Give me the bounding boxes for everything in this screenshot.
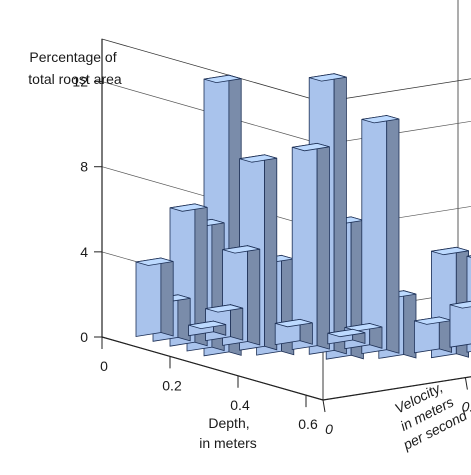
x-axis-title-line-2: in meters — [199, 435, 257, 451]
bar-15 — [291, 142, 330, 350]
bar-top-face — [188, 320, 226, 330]
bar-6 — [413, 316, 453, 354]
x-tick-label-0: 0 — [100, 358, 108, 374]
z-axis-title-line-2: total roost area — [28, 71, 122, 87]
bar-top-face — [361, 115, 400, 124]
z-tick-label-3: 12 — [72, 74, 88, 90]
z-tick-label-2: 8 — [80, 159, 88, 175]
z-tick-label-0: 0 — [80, 329, 88, 345]
bar-28 — [135, 257, 174, 337]
bar-27 — [188, 320, 227, 337]
bar-front-face — [449, 300, 471, 348]
bar-side-face — [264, 154, 278, 351]
z-axis-title-line-1: Percentage of — [29, 49, 116, 65]
bar-top-face — [292, 142, 330, 152]
bar-top-face — [309, 73, 347, 82]
bar-top-face — [466, 255, 471, 258]
bar-top-face — [239, 154, 277, 163]
bar-side-face — [247, 245, 261, 346]
depth-axis-line — [101, 336, 324, 401]
bar-top-face — [275, 318, 313, 328]
y-tick-label-1: 0.4 — [462, 399, 471, 415]
bar-front-face — [361, 115, 388, 355]
bar-21 — [274, 318, 313, 346]
bar-top-face — [222, 245, 260, 254]
bar-side-face — [316, 142, 330, 350]
z-gridline-2 — [101, 166, 471, 231]
bar-top-face — [205, 304, 243, 313]
z-gridline-3 — [101, 81, 471, 145]
right-wall — [457, 0, 471, 286]
bar-top-face — [449, 300, 471, 309]
bar-top-face — [169, 203, 208, 212]
bar-side-face — [386, 114, 400, 354]
bar-top-face — [327, 328, 366, 338]
y-tick-mark-1 — [464, 377, 468, 390]
velocity-axis-line — [322, 376, 471, 401]
bar-side-face — [333, 73, 347, 355]
bar-7 — [361, 114, 400, 355]
bar-top-face — [203, 74, 242, 84]
bar-side-face — [160, 257, 174, 337]
x-axis-title-line-1: Depth, — [208, 415, 249, 431]
x-tick-label-1: 0.2 — [162, 377, 182, 393]
bar-13 — [449, 300, 471, 348]
bar-top-face — [431, 246, 469, 256]
z-tick-label-1: 4 — [80, 244, 88, 260]
x-tick-label-2: 0.4 — [230, 397, 250, 413]
bar-front-face — [135, 257, 162, 337]
bar-top-face — [135, 257, 174, 266]
y-tick-label-0: 0 — [325, 421, 333, 437]
bar-20 — [327, 328, 366, 345]
bar-front-face — [291, 142, 318, 350]
x-tick-label-3: 0.6 — [298, 416, 318, 432]
y-tick-mark-0 — [322, 399, 326, 413]
chart-bars — [135, 73, 471, 360]
